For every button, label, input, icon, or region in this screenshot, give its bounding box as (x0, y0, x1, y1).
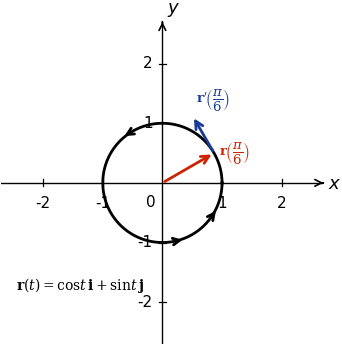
Text: -1: -1 (95, 196, 110, 211)
Text: 2: 2 (143, 56, 153, 71)
Text: 1: 1 (143, 116, 153, 131)
Text: $\mathbf{\mathit{y}}$: $\mathbf{\mathit{y}}$ (167, 1, 181, 19)
Text: $\mathbf{r}\left(\dfrac{\pi}{6}\right)$: $\mathbf{r}\left(\dfrac{\pi}{6}\right)$ (220, 140, 251, 166)
Text: 0: 0 (146, 195, 155, 210)
Text: 2: 2 (277, 196, 287, 211)
Text: $\mathbf{r'}\left(\dfrac{\pi}{6}\right)$: $\mathbf{r'}\left(\dfrac{\pi}{6}\right)$ (196, 87, 230, 113)
Text: -2: -2 (36, 196, 51, 211)
Text: $\mathbf{\mathit{x}}$: $\mathbf{\mathit{x}}$ (328, 175, 341, 193)
Text: 1: 1 (217, 196, 227, 211)
Text: -1: -1 (138, 235, 153, 250)
Text: $\mathbf{r}(t) = \mathrm{cos}t\,\mathbf{i} + \mathrm{sin}t\,\mathbf{j}$: $\mathbf{r}(t) = \mathrm{cos}t\,\mathbf{… (16, 276, 144, 295)
Text: -2: -2 (138, 295, 153, 310)
